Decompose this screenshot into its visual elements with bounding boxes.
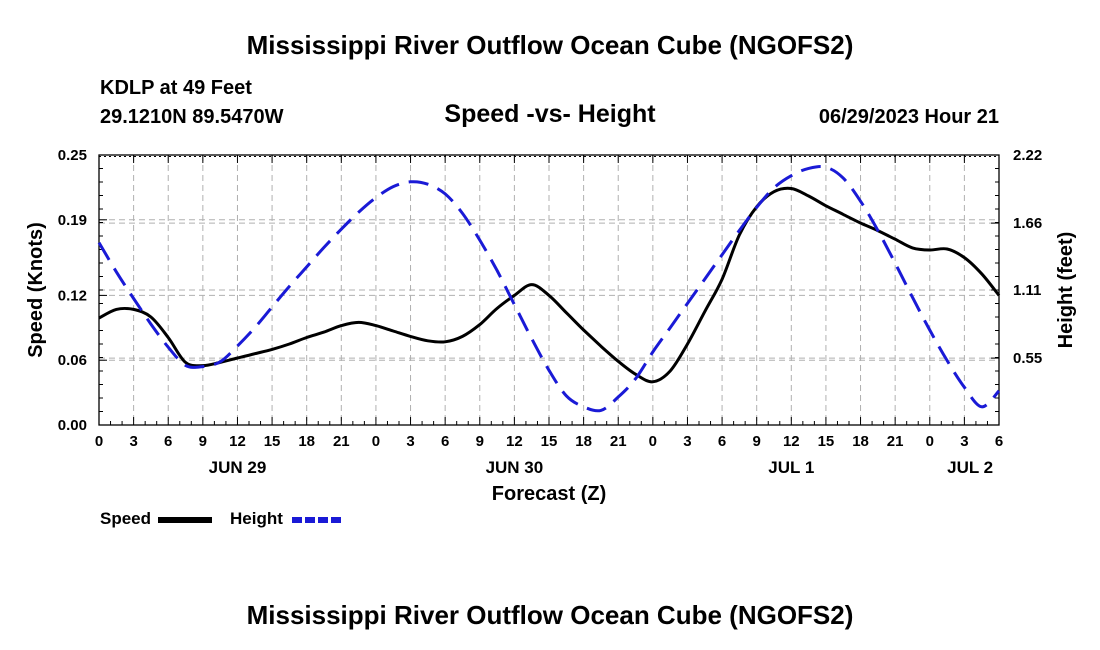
speed-height-chart: 0 3 6 9 12 15 18 21 0 3 6 9 12 15 18 21 0 3 6 9 12 15 18 21 0 3 6 0… [25,147,1077,505]
x-tick-label: 3 [683,433,691,450]
station-coords: 29.1210N 89.5470W [100,106,284,128]
y-tick-label: 0.06 [58,352,87,369]
x-tick-label: 6 [718,433,726,450]
legend-height-label: Height [230,509,283,528]
x-tick-label: 6 [441,433,449,450]
day-label: JUL 2 [947,458,993,477]
chart-subtitle: Speed -vs- Height [444,100,656,128]
x-tick-label: 21 [610,433,627,450]
speed-series-line [98,186,1001,384]
y-tick-label: 0.12 [58,287,87,304]
x-tick-label: 3 [960,433,968,450]
x-tick-label: 0 [649,433,657,450]
legend-speed-label: Speed [100,509,152,528]
x-tick-label: 0 [95,433,103,450]
station-name: KDLP at 49 Feet [100,77,252,99]
x-tick-label: 15 [818,433,835,450]
day-label: JUN 29 [209,458,267,477]
day-label: JUN 30 [486,458,544,477]
x-tick-label: 21 [887,433,904,450]
y-tick-label: 0.00 [58,417,87,434]
axes [98,154,1000,426]
axis-labels: 0 3 6 9 12 15 18 21 0 3 6 9 12 15 18 21 0 3 6 9 12 15 18 21 0 3 6 0… [25,147,1077,505]
y-axis-title-left: Speed (Knots) [25,222,47,358]
y2-tick-label: 0.55 [1013,350,1042,367]
legend-speed-swatch [158,517,212,523]
x-tick-label: 0 [372,433,380,450]
x-tick-label: 18 [298,433,315,450]
x-tick-label: 9 [476,433,484,450]
x-tick-label: 12 [783,433,800,450]
x-axis-title: Forecast (Z) [492,483,606,505]
grid [99,154,999,425]
footer-title: Mississippi River Outflow Ocean Cube (NG… [246,600,854,630]
x-tick-label: 15 [541,433,558,450]
x-tick-label: 6 [164,433,172,450]
x-tick-label: 15 [264,433,281,450]
x-tick-label: 9 [199,433,207,450]
y-axis-title-right: Height (feet) [1055,232,1077,349]
x-tick-label: 12 [506,433,523,450]
y2-tick-label: 1.66 [1013,215,1042,232]
y2-tick-label: 1.11 [1013,282,1041,299]
run-time: 06/29/2023 Hour 21 [818,106,999,128]
x-tick-label: 12 [229,433,246,450]
series-layer [97,164,1001,413]
x-tick-label: 18 [575,433,592,450]
y-tick-label: 0.25 [58,147,87,164]
x-tick-label: 0 [926,433,934,450]
legend-height-swatch [292,517,342,523]
height-series-line [97,164,1001,413]
y-tick-label: 0.19 [58,212,87,229]
x-tick-label: 9 [753,433,761,450]
x-tick-label: 3 [129,433,137,450]
day-label: JUL 1 [768,458,814,477]
y2-tick-label: 2.22 [1013,147,1042,164]
x-tick-label: 3 [406,433,414,450]
x-tick-label: 18 [852,433,869,450]
x-tick-label: 21 [333,433,350,450]
x-tick-label: 6 [995,433,1003,450]
chart-title: Mississippi River Outflow Ocean Cube (NG… [246,30,854,60]
